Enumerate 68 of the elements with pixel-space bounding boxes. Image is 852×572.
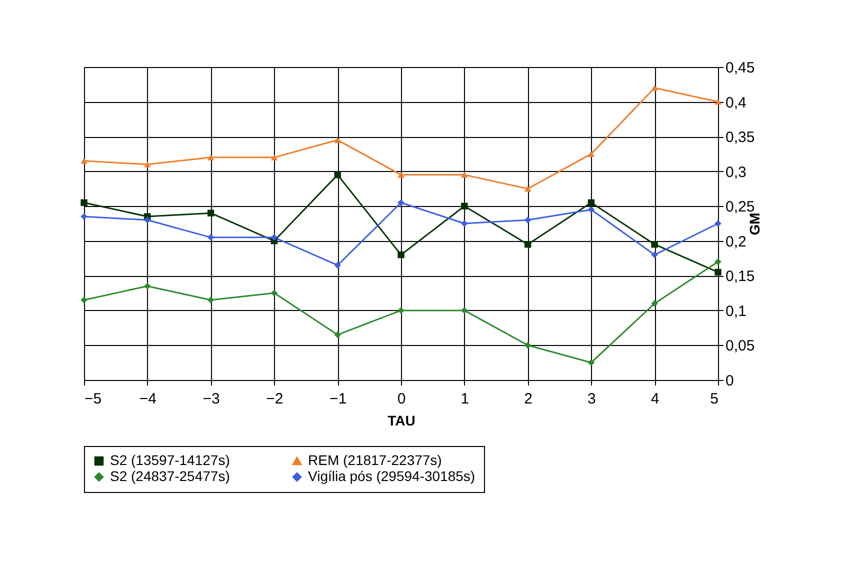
point [207, 210, 214, 216]
point [524, 216, 532, 224]
point [80, 213, 88, 220]
point [144, 282, 151, 290]
point [270, 290, 278, 296]
point [334, 262, 341, 269]
x-tick-label: −1 [330, 390, 347, 408]
legend-label: Vigília pós (29594-30185s) [308, 468, 476, 484]
y-tick-label: 0,4 [726, 94, 746, 112]
y-tick-label: 0,15 [726, 268, 755, 286]
y-tick-label: 0,2 [726, 233, 746, 250]
point [334, 137, 341, 143]
y-tick-label: 0,45 [726, 60, 755, 76]
y-tick-label: 0 [726, 372, 734, 390]
point [651, 251, 658, 258]
point [80, 199, 88, 206]
point [524, 241, 532, 248]
point [714, 258, 722, 266]
point [588, 199, 595, 206]
legend-label: REM (21817-22377s) [308, 452, 442, 468]
y-tick-label: 0,3 [726, 164, 746, 181]
y-tick-label: 0,35 [726, 129, 755, 146]
point [334, 171, 341, 178]
point [651, 241, 658, 248]
point [207, 296, 214, 304]
point [270, 154, 278, 160]
point [651, 300, 658, 307]
point [80, 296, 88, 304]
point [398, 251, 404, 258]
x-tick-label: −4 [139, 390, 156, 408]
point [588, 359, 595, 366]
point [714, 98, 722, 105]
point [524, 342, 532, 349]
point [588, 151, 595, 157]
x-axis-title: TAU [388, 412, 416, 428]
point [461, 220, 468, 227]
point [144, 161, 151, 168]
x-tick-label: 3 [588, 390, 596, 408]
y-tick-label: 0,05 [726, 338, 755, 355]
point [334, 331, 341, 338]
x-tick-label: 4 [650, 390, 660, 408]
point [80, 158, 88, 164]
point [207, 234, 214, 241]
x-tick-label: −2 [266, 390, 284, 408]
x-tick-label: −5 [84, 390, 102, 408]
point [461, 202, 468, 210]
point [524, 186, 532, 192]
point [398, 172, 404, 178]
x-tick-label: −3 [202, 390, 220, 408]
point [651, 84, 658, 91]
x-tick-label: 5 [710, 390, 718, 408]
point [398, 307, 404, 314]
x-tick-label: 1 [460, 390, 470, 408]
point [398, 199, 404, 206]
x-tick-label: 2 [524, 390, 532, 408]
point [207, 154, 214, 160]
legend-label: S2 (13597-14127s) [110, 452, 230, 468]
x-tick-label: 0 [397, 390, 406, 408]
point [588, 206, 595, 213]
point [461, 307, 468, 314]
y-axis-title: GM [746, 212, 763, 236]
y-tick-label: 0,1 [726, 302, 746, 320]
point [714, 220, 722, 227]
point [270, 234, 278, 241]
point [714, 268, 722, 276]
point [144, 216, 151, 224]
legend-label: S2 (24837-25477s) [110, 468, 230, 484]
point [461, 172, 468, 178]
